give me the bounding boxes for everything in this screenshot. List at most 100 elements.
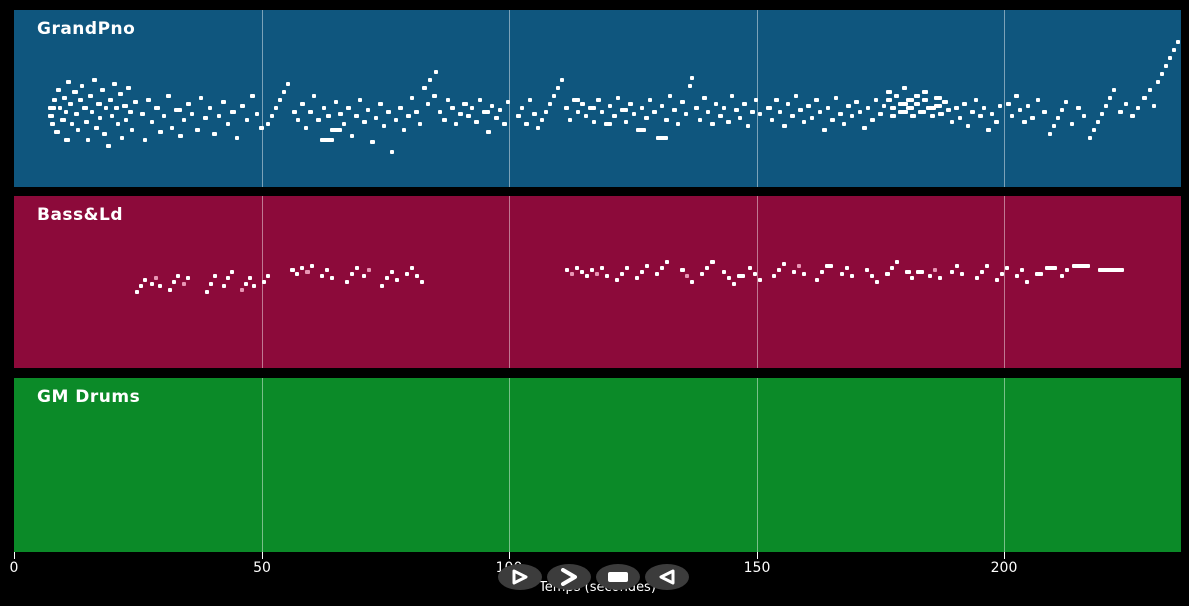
midi-note	[1168, 56, 1172, 60]
midi-note	[203, 116, 208, 120]
midi-note	[886, 90, 892, 94]
midi-note	[390, 150, 394, 154]
midi-note	[135, 290, 139, 294]
midi-note	[1092, 128, 1096, 132]
midi-note	[946, 108, 951, 112]
midi-note	[782, 262, 786, 266]
midi-note	[1018, 108, 1022, 112]
track-bass-ld[interactable]: Bass&Ld	[14, 196, 1181, 368]
midi-note	[738, 116, 742, 120]
track-gm-drums[interactable]: GM Drums	[14, 378, 1181, 552]
midi-note	[770, 118, 774, 122]
track-grandpno[interactable]: GrandPno	[14, 10, 1181, 187]
midi-note	[838, 112, 843, 116]
midi-note	[1142, 96, 1147, 100]
midi-note	[1098, 268, 1124, 272]
midi-note	[1152, 104, 1156, 108]
midi-note	[255, 112, 259, 116]
midi-note	[544, 110, 548, 114]
midi-note	[1176, 40, 1180, 44]
midi-note	[1010, 114, 1014, 118]
midi-note	[1160, 72, 1164, 76]
midi-note	[300, 266, 304, 270]
midi-note	[394, 118, 398, 122]
midi-note	[590, 268, 594, 272]
midi-note	[862, 126, 867, 130]
midi-note	[1064, 100, 1068, 104]
midi-note	[1118, 110, 1123, 114]
gridline	[1004, 10, 1005, 187]
midi-note	[782, 124, 787, 128]
midi-note	[1108, 96, 1112, 100]
midi-note	[415, 274, 419, 278]
midi-note	[1060, 274, 1064, 278]
midi-note	[890, 114, 896, 118]
midi-note	[990, 112, 994, 116]
midi-note	[588, 106, 596, 110]
midi-note	[1104, 104, 1108, 108]
midi-note	[1056, 116, 1060, 120]
gridline	[509, 378, 510, 552]
midi-note	[186, 102, 191, 106]
midi-note	[120, 136, 124, 140]
midi-note	[818, 110, 822, 114]
midi-note	[428, 78, 432, 82]
midi-note	[295, 272, 299, 276]
fast-forward-button[interactable]	[547, 564, 591, 590]
midi-note	[870, 274, 874, 278]
midi-note	[702, 96, 707, 100]
midi-note	[874, 98, 878, 102]
fast-forward-icon	[561, 568, 577, 586]
midi-note	[88, 94, 93, 98]
midi-note	[754, 98, 758, 102]
play-icon	[512, 569, 528, 585]
midi-note	[50, 122, 55, 126]
midi-note	[190, 112, 194, 116]
midi-note	[882, 104, 886, 108]
midi-note	[1022, 120, 1027, 124]
midi-note	[86, 138, 90, 142]
midi-note	[1082, 114, 1086, 118]
midi-note	[414, 110, 419, 114]
midi-note	[266, 274, 270, 278]
midi-note	[885, 272, 890, 276]
midi-note	[345, 280, 349, 284]
midi-note	[122, 104, 128, 108]
midi-note	[186, 276, 190, 280]
midi-note	[252, 284, 256, 288]
midi-note	[350, 272, 354, 276]
midi-note	[226, 122, 230, 126]
midi-note	[955, 264, 959, 268]
midi-note	[576, 110, 580, 114]
midi-note	[632, 112, 636, 116]
midi-note	[150, 282, 154, 286]
midi-note	[286, 82, 290, 86]
midi-note	[934, 104, 942, 108]
midi-note	[655, 272, 659, 276]
midi-note	[100, 88, 105, 92]
midi-note	[466, 114, 471, 118]
midi-note	[954, 106, 959, 110]
stop-button[interactable]	[596, 564, 640, 590]
midi-note	[296, 118, 300, 122]
midi-note	[128, 110, 133, 114]
midi-note	[834, 96, 838, 100]
midi-note	[124, 118, 128, 122]
midi-note	[737, 274, 745, 278]
midi-note	[950, 270, 954, 274]
midi-note	[806, 104, 811, 108]
midi-note	[886, 98, 892, 102]
midi-note	[790, 114, 795, 118]
midi-note	[143, 278, 147, 282]
rewind-button[interactable]	[645, 564, 689, 590]
midi-note	[1048, 132, 1052, 136]
midi-note	[998, 104, 1002, 108]
play-button[interactable]	[498, 564, 542, 590]
midi-note	[502, 122, 507, 126]
gridline	[757, 378, 758, 552]
midi-note	[270, 114, 274, 118]
midi-note	[262, 280, 266, 284]
midi-note	[905, 270, 911, 274]
midi-note	[846, 104, 851, 108]
midi-note	[162, 114, 166, 118]
